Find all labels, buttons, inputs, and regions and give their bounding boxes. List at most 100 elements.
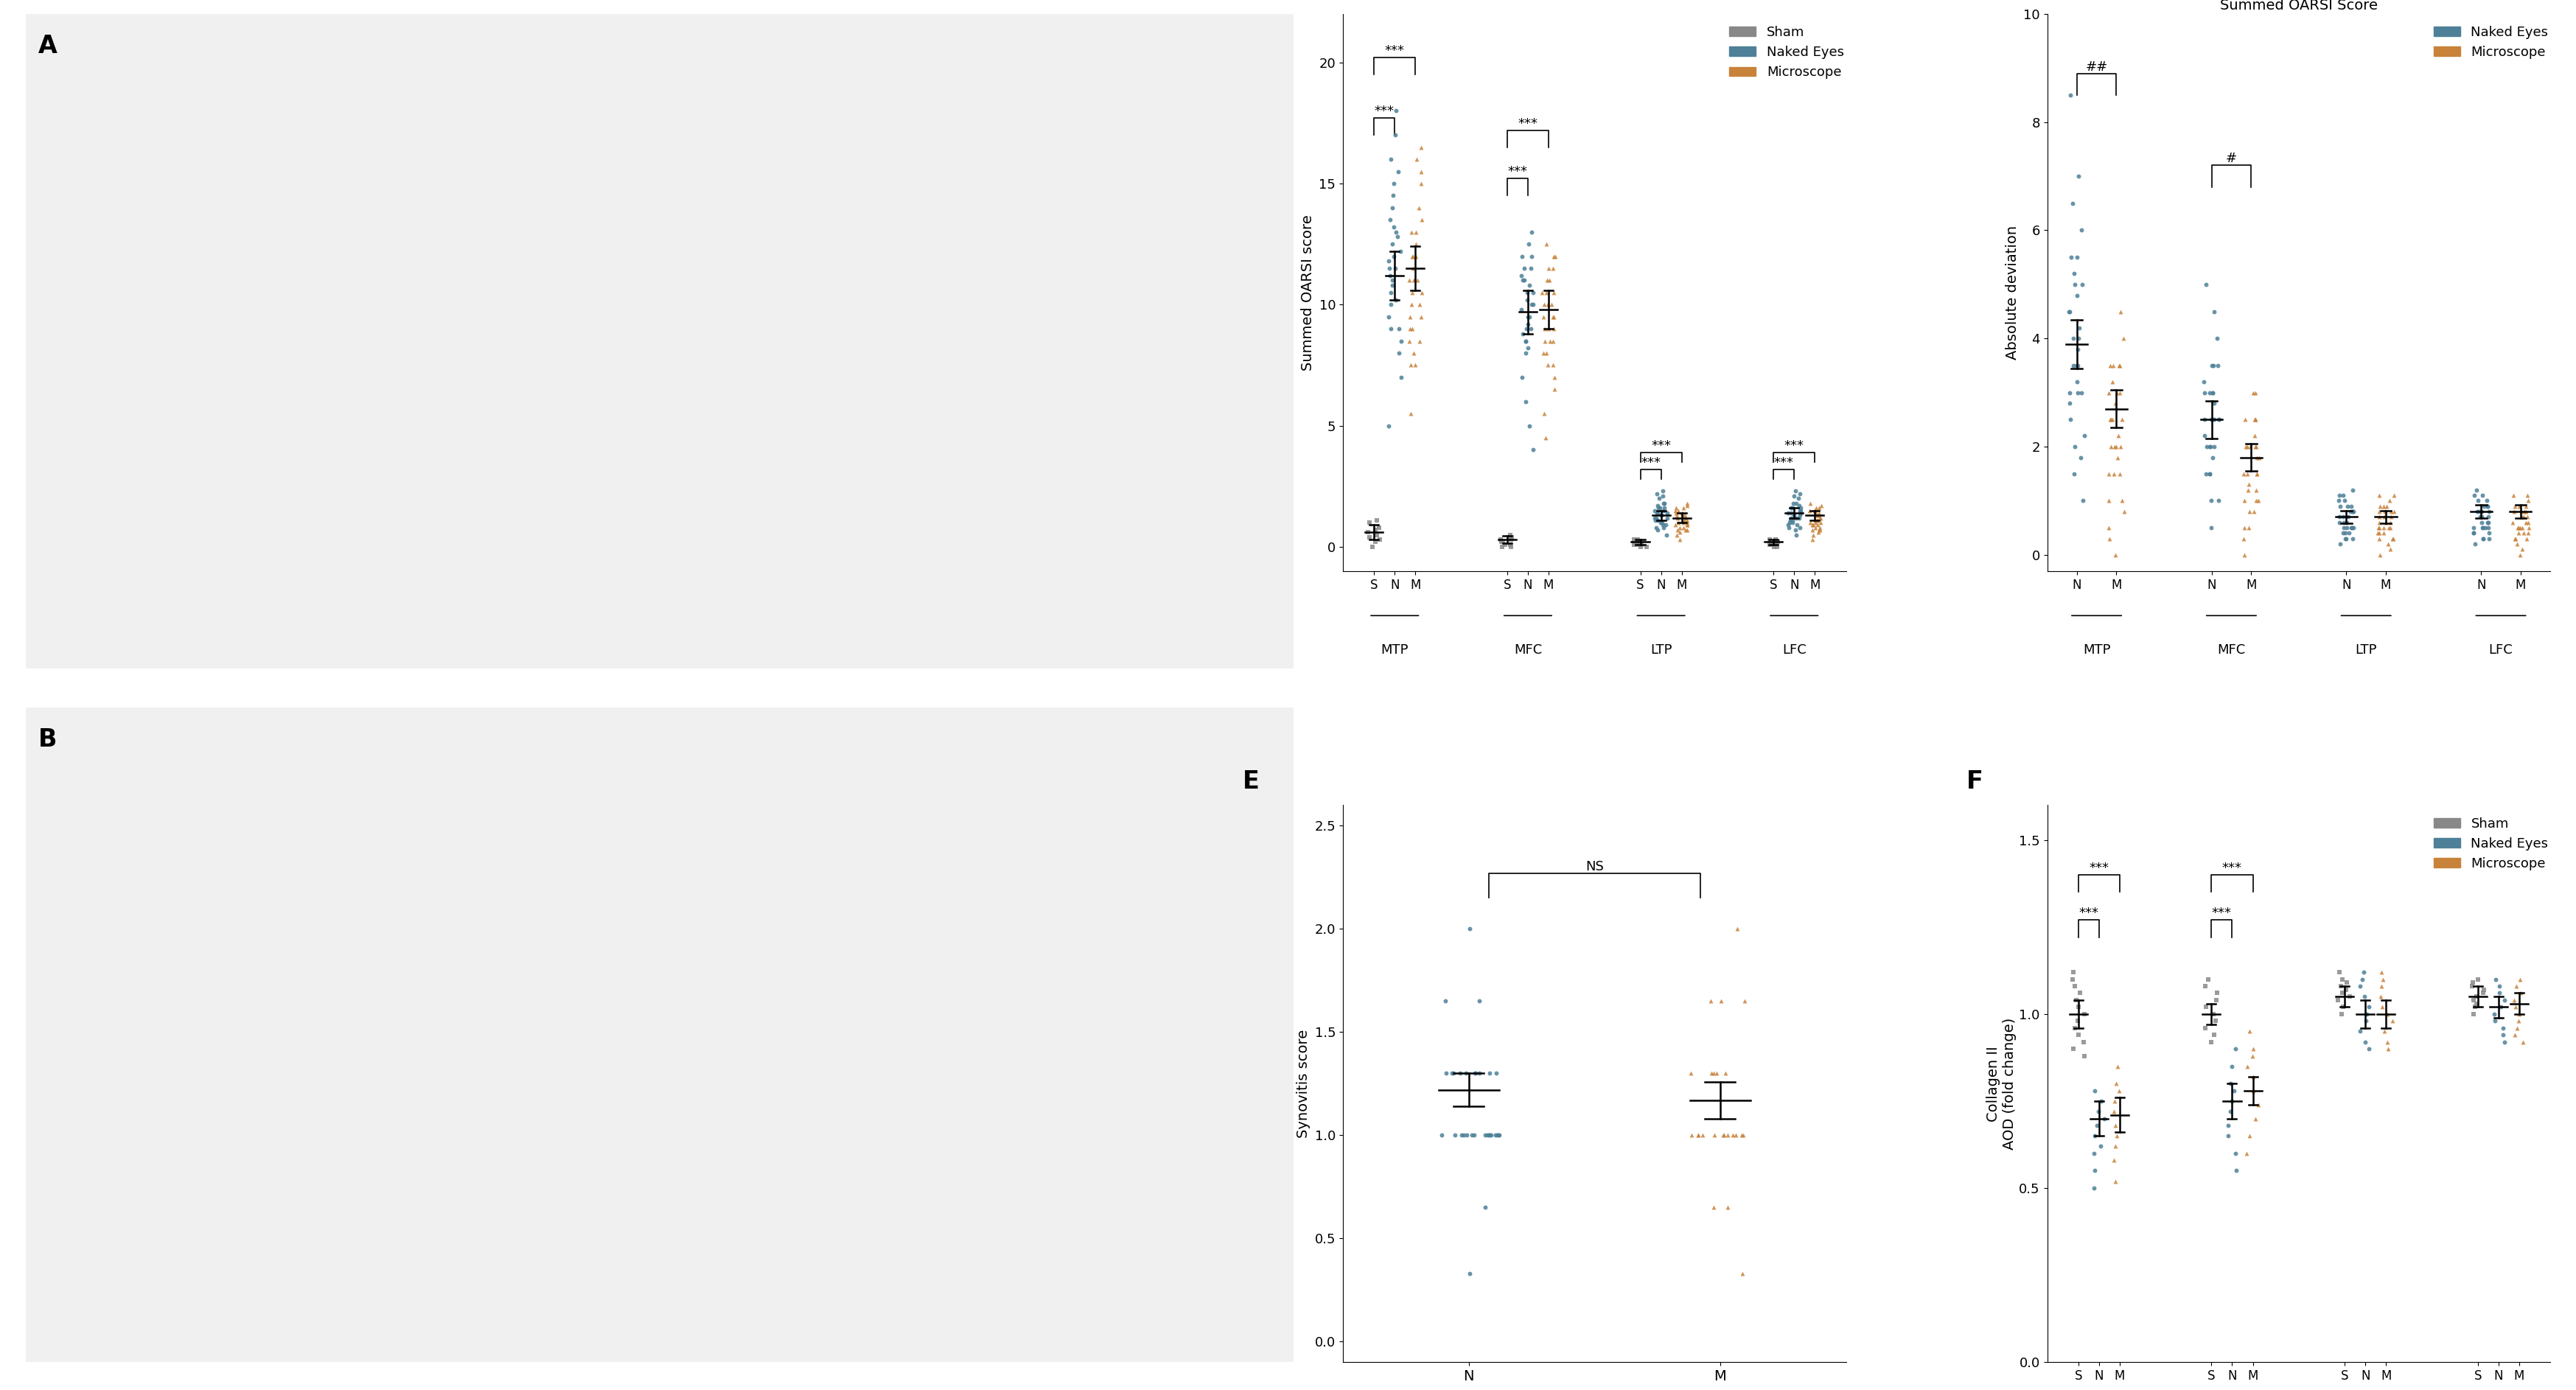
Point [2092, 409, 2133, 431]
Point [2326, 527, 2367, 549]
Point [2326, 972, 2367, 994]
Point [2496, 527, 2537, 549]
Point [1795, 509, 1837, 531]
Point [1798, 498, 1839, 520]
Point [2233, 425, 2275, 448]
Point [1664, 505, 1705, 527]
Point [2223, 517, 2264, 539]
Point [1401, 172, 1443, 195]
Point [2099, 463, 2141, 485]
Point [2197, 409, 2239, 431]
Text: ***: *** [1641, 456, 1662, 470]
Point [2190, 435, 2231, 457]
Point [1388, 329, 1430, 352]
Point [1638, 498, 1680, 520]
Y-axis label: Synovitis score: Synovitis score [1296, 1030, 1311, 1138]
Point [2190, 463, 2231, 485]
Point [1533, 306, 1574, 328]
Point [2195, 988, 2236, 1011]
Point [2097, 1055, 2138, 1077]
Point [2084, 1108, 2125, 1130]
Point [1772, 512, 1814, 534]
Point [1394, 270, 1435, 292]
Point [2187, 967, 2228, 990]
Point [1795, 516, 1837, 538]
Text: ##: ## [2087, 60, 2107, 74]
Point [2460, 500, 2501, 523]
Point [1790, 528, 1832, 550]
Point [2360, 512, 2401, 534]
Point [2318, 960, 2360, 983]
Point [2184, 371, 2226, 393]
Point [2226, 1143, 2267, 1165]
Point [1682, 1125, 1723, 1147]
Point [1798, 505, 1839, 527]
Point [1358, 516, 1399, 538]
Point [1376, 289, 1417, 311]
Point [1512, 293, 1553, 316]
Point [2089, 381, 2130, 403]
Point [2463, 979, 2504, 1001]
Point [2094, 1090, 2136, 1112]
Point [1775, 485, 1816, 507]
Point [2476, 967, 2517, 990]
Point [2215, 1038, 2257, 1061]
Point [1798, 505, 1839, 527]
Point [2056, 371, 2097, 393]
Point [1695, 1125, 1736, 1147]
Point [2092, 1150, 2133, 1172]
Point [2496, 517, 2537, 539]
Point [1504, 329, 1546, 352]
Point [1504, 270, 1546, 292]
Point [2360, 974, 2401, 997]
Point [2331, 500, 2372, 523]
Point [2192, 354, 2233, 377]
Point [1376, 100, 1417, 122]
Point [2344, 1031, 2385, 1054]
Point [1533, 318, 1574, 341]
Point [1667, 492, 1708, 514]
Point [1443, 1125, 1484, 1147]
Point [2228, 474, 2269, 496]
Point [2228, 435, 2269, 457]
Point [1525, 234, 1566, 256]
Point [1633, 506, 1674, 528]
Point [1466, 1197, 1507, 1219]
Point [1376, 257, 1417, 279]
Point [1440, 1062, 1481, 1084]
Point [2499, 517, 2540, 539]
Legend: Naked Eyes, Microscope: Naked Eyes, Microscope [2429, 21, 2553, 64]
Text: F: F [1965, 770, 1984, 794]
Point [2329, 506, 2370, 528]
Text: ***: *** [2223, 862, 2241, 874]
Point [2367, 1031, 2409, 1054]
Point [1643, 499, 1685, 521]
Point [1690, 1062, 1731, 1084]
Point [2468, 506, 2509, 528]
Point [1401, 208, 1443, 231]
Point [1641, 512, 1682, 534]
Point [1772, 505, 1814, 527]
Point [2053, 967, 2094, 990]
Point [1613, 534, 1654, 556]
Point [1360, 528, 1401, 550]
Point [1476, 1125, 1517, 1147]
Point [1489, 535, 1530, 557]
Point [1795, 498, 1837, 520]
Point [1507, 313, 1548, 335]
Point [1646, 506, 1687, 528]
Point [1749, 534, 1790, 556]
Point [1795, 499, 1837, 521]
Point [1502, 299, 1543, 321]
Point [1667, 495, 1708, 517]
Point [1376, 124, 1417, 146]
Point [2367, 489, 2409, 512]
Point [1510, 245, 1551, 267]
Point [2473, 1002, 2514, 1024]
Point [2455, 478, 2496, 500]
Point [2318, 988, 2360, 1011]
Point [1347, 521, 1388, 543]
Point [2452, 972, 2494, 994]
Point [2089, 489, 2130, 512]
Point [2367, 1038, 2409, 1061]
